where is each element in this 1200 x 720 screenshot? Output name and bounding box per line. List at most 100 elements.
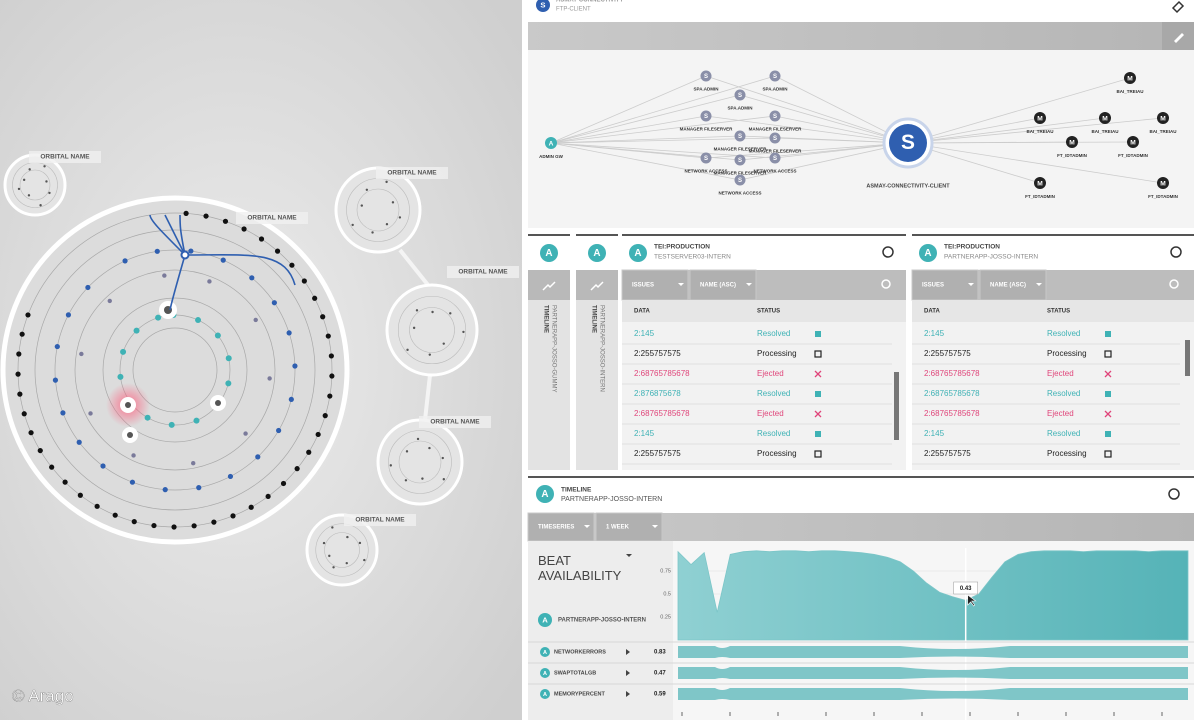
badge-letter: S	[901, 131, 915, 154]
panel-title: TIMELINE	[561, 487, 592, 494]
edge	[550, 115, 707, 144]
row-data: 2:145	[634, 329, 655, 338]
node-dot	[255, 454, 261, 460]
orbit-ring	[315, 523, 369, 577]
filter-dropdown[interactable]	[979, 269, 1047, 301]
node-label: FT_IDTADMIN	[1118, 153, 1148, 158]
metric-band	[678, 667, 1188, 679]
orbital-dot	[358, 541, 362, 545]
status-icon	[814, 370, 822, 378]
tab-title: TIMELINE	[542, 305, 548, 333]
filter-label: ISSUES	[632, 283, 654, 289]
node-label: NETWORK ACCESS	[684, 169, 727, 174]
orbital-label-bg	[419, 416, 491, 428]
row-data: 2:876875678	[634, 389, 681, 398]
orbital-dot	[405, 450, 409, 453]
node-dot	[65, 312, 72, 318]
orbit-ring	[324, 532, 360, 568]
badge-letter: A	[543, 650, 547, 656]
node-label: MANAGER FILESERVER	[749, 149, 802, 154]
row-status: Ejected	[1047, 369, 1074, 378]
filter-dropdown[interactable]	[621, 269, 689, 301]
edge	[550, 75, 776, 144]
link-icon[interactable]	[1168, 488, 1180, 500]
orbit-ring	[54, 249, 296, 491]
search-icon[interactable]	[1169, 279, 1179, 289]
badge-letter: M	[1130, 139, 1136, 146]
orbital-dot	[43, 165, 46, 168]
search-icon[interactable]	[881, 279, 891, 289]
node-dot	[220, 257, 226, 263]
badge	[769, 152, 781, 164]
orbital-dot	[462, 330, 465, 334]
orbital-dot	[363, 558, 366, 562]
badge	[1066, 136, 1078, 148]
node-label: BAI_TREIAU	[1149, 129, 1176, 134]
node-dot	[151, 522, 157, 529]
orbital-label: ORBITAL NAME	[355, 517, 405, 524]
filter-dropdown[interactable]	[689, 269, 757, 301]
badge	[700, 110, 712, 122]
badge-letter: M	[1127, 75, 1133, 82]
panel-header	[528, 0, 1194, 22]
node-dot	[133, 327, 140, 334]
connection	[179, 214, 186, 256]
filter-label: ISSUES	[922, 283, 944, 289]
node-dot	[15, 371, 21, 377]
filter-dropdown[interactable]	[911, 269, 979, 301]
orbital-dot	[322, 541, 326, 545]
badge	[540, 647, 550, 657]
node-dot	[122, 258, 128, 264]
row-status: Resolved	[757, 429, 790, 438]
row-status: Resolved	[1047, 429, 1080, 438]
column-header: STATUS	[1047, 309, 1070, 315]
filter-dropdown[interactable]	[595, 512, 663, 542]
edit-button[interactable]	[1162, 22, 1194, 50]
orbital-dot	[385, 223, 389, 226]
node-dot	[306, 449, 312, 455]
connection	[184, 253, 296, 286]
connection	[149, 214, 186, 256]
node-dot	[329, 373, 335, 379]
tab-label: TIMELINE PARTNERAPP-JOSSO-INTERN	[590, 305, 604, 392]
link-icon[interactable]	[1170, 246, 1182, 258]
badge-letter: S	[773, 156, 777, 162]
edge	[550, 142, 741, 181]
orbital-dot	[39, 204, 42, 207]
selected-node-core	[127, 432, 133, 438]
badge	[540, 689, 550, 699]
row-status: Ejected	[757, 369, 784, 378]
table-head	[912, 300, 1194, 322]
orbital-dot	[385, 180, 388, 184]
filter-dropdown[interactable]	[527, 512, 595, 542]
orbital-label-bg	[236, 212, 308, 224]
badge-letter: M	[1069, 139, 1075, 146]
metric-caret	[626, 649, 630, 655]
scrollbar	[1185, 340, 1190, 376]
badge	[734, 154, 746, 166]
node-dot	[203, 213, 209, 219]
orbital-dot	[398, 216, 402, 219]
toolbar	[528, 22, 1194, 50]
status-icon	[815, 331, 821, 337]
collapse-icon	[590, 281, 604, 291]
panel-title: ASMAY-CONNECTIVITY	[556, 0, 623, 4]
orbital-dot	[415, 309, 419, 312]
node-dot	[214, 332, 221, 339]
node-dot	[191, 523, 197, 529]
orbital-label-bg	[376, 167, 448, 179]
orbital-dot	[404, 479, 408, 482]
orbital-dot	[416, 437, 420, 441]
node-dot	[241, 226, 247, 232]
link-icon[interactable]	[882, 246, 894, 258]
status-icon	[1105, 431, 1111, 437]
node-label: MANAGER FILESERVER	[714, 171, 767, 176]
badge-letter: S	[738, 93, 742, 99]
badge	[889, 124, 927, 162]
badge-letter: A	[924, 248, 931, 259]
hub-node	[180, 250, 190, 260]
node-dot	[37, 447, 43, 454]
link-icon[interactable]	[1171, 0, 1185, 14]
node-dot	[162, 273, 167, 278]
node-dot	[28, 430, 34, 436]
